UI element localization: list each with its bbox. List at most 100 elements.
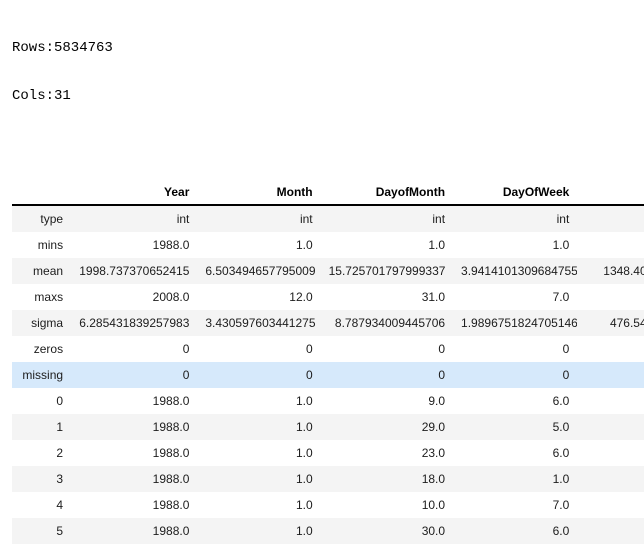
row-label: 4 [56, 498, 64, 512]
cell: 12.0 [289, 290, 313, 304]
cell: 1988.0 [152, 524, 190, 538]
rows-count: Rows:5834763 [12, 40, 113, 56]
cell: 1.0 [197, 544, 320, 548]
row-label: sigma [31, 316, 64, 330]
row-label: 1 [56, 420, 64, 434]
frame-preview-table: Year Month DayofMonth DayOfWeek type int i… [12, 180, 644, 548]
cell: 0 [438, 342, 446, 356]
row-label: missing [22, 368, 64, 382]
cell: 0 [562, 342, 570, 356]
cols-count: Cols:31 [12, 88, 71, 104]
row-label: 6 [12, 544, 71, 548]
table-row: 61988.01.020.03.0 [12, 544, 644, 548]
cell: 3.9414101309684755 [461, 264, 578, 278]
cell: 1.0 [428, 238, 446, 252]
cell: int [432, 212, 446, 226]
cell: 476.5463 [609, 316, 644, 330]
cell: 0 [305, 342, 313, 356]
cell [577, 388, 644, 414]
table-header: Year Month DayofMonth DayOfWeek [12, 180, 644, 205]
cell: 31.0 [421, 290, 446, 304]
cell [577, 518, 644, 544]
column-header-dayofmonth: DayofMonth [375, 185, 446, 199]
table-row: 4 1988.0 1.0 10.0 7.0 [12, 492, 644, 518]
cell: 1.0 [295, 394, 313, 408]
cell: 5.0 [552, 420, 570, 434]
cell: 6.0 [552, 394, 570, 408]
cell: 18.0 [421, 472, 446, 486]
cell [577, 336, 644, 362]
cell: int [556, 212, 570, 226]
cell: 6.0 [552, 446, 570, 460]
table-row: missing 0 0 0 0 [12, 362, 644, 388]
cell [577, 414, 644, 440]
cell: 1988.0 [152, 238, 190, 252]
cell: 1.0 [295, 420, 313, 434]
header-row: Year Month DayofMonth DayOfWeek [12, 180, 644, 205]
row-label: mins [37, 238, 64, 252]
cell: 30.0 [421, 524, 446, 538]
cell: 3.430597603441275 [205, 316, 316, 330]
table-row: type int int int int [12, 205, 644, 232]
column-header-dayofweek: DayOfWeek [502, 185, 570, 199]
table-row: maxs 2008.0 12.0 31.0 7.0 [12, 284, 644, 310]
cell: int [299, 212, 313, 226]
cell: 1.9896751824705146 [461, 316, 578, 330]
row-label: mean [33, 264, 64, 278]
row-label: 5 [56, 524, 64, 538]
cell [577, 205, 644, 232]
cell: 1.0 [295, 524, 313, 538]
row-label: type [40, 212, 64, 226]
cell: 0 [305, 368, 313, 382]
cell: 1348.4081 [603, 264, 644, 278]
cell: 1.0 [295, 498, 313, 512]
cell [577, 492, 644, 518]
table-row: sigma 6.285431839257983 3.430597603441275 8… [12, 310, 644, 336]
cell: 1.0 [295, 238, 313, 252]
table-row: 2 1988.0 1.0 23.0 6.0 [12, 440, 644, 466]
cell: 7.0 [552, 498, 570, 512]
cell: 6.285431839257983 [79, 316, 190, 330]
cell: 20.0 [321, 544, 453, 548]
column-header-year: Year [164, 185, 190, 199]
cell: 23.0 [421, 446, 446, 460]
row-label: 2 [56, 446, 64, 460]
cell: 6.0 [552, 524, 570, 538]
cell: 1988.0 [152, 498, 190, 512]
column-header-clipped [577, 180, 644, 205]
cell: 1.0 [295, 446, 313, 460]
column-header-month: Month [276, 185, 313, 199]
table-body: type int int int int mins 1988.0 1.0 1.0 1.0 mean 1… [12, 205, 644, 548]
cell [577, 232, 644, 258]
cell: 0 [182, 342, 190, 356]
column-header-rowlabel [12, 180, 71, 205]
table-row: mins 1988.0 1.0 1.0 1.0 [12, 232, 644, 258]
cell [577, 440, 644, 466]
cell: int [176, 212, 190, 226]
cell: 1988.0 [152, 446, 190, 460]
table-row: 3 1988.0 1.0 18.0 1.0 [12, 466, 644, 492]
cell [577, 284, 644, 310]
cell: 1.0 [552, 238, 570, 252]
cell: 1.0 [295, 472, 313, 486]
table-row: 0 1988.0 1.0 9.0 6.0 [12, 388, 644, 414]
cell [577, 544, 644, 548]
cell [577, 466, 644, 492]
row-label: 3 [56, 472, 64, 486]
table-row: 1 1988.0 1.0 29.0 5.0 [12, 414, 644, 440]
cell: 1988.0 [152, 420, 190, 434]
cell: 8.787934009445706 [334, 316, 446, 330]
table-row: 5 1988.0 1.0 30.0 6.0 [12, 518, 644, 544]
cell [577, 362, 644, 388]
table-row: mean 1998.737370652415 6.503494657795009 15… [12, 258, 644, 284]
table-row: zeros 0 0 0 0 [12, 336, 644, 362]
cell: 7.0 [552, 290, 570, 304]
frame-dimensions: Rows:5834763 Cols:31 [12, 8, 644, 136]
cell: 1988.0 [152, 394, 190, 408]
cell: 15.725701797999337 [328, 264, 446, 278]
row-label: 0 [56, 394, 64, 408]
cell: 29.0 [421, 420, 446, 434]
cell: 3.0 [453, 544, 577, 548]
cell: 2008.0 [152, 290, 190, 304]
